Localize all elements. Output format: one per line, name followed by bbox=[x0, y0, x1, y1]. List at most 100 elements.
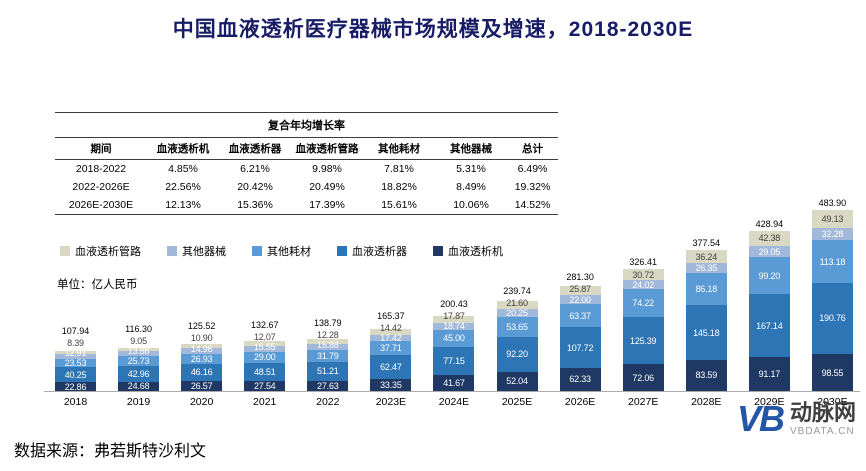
bar-column: 24.68 42.96 25.73 13.88 9.05 116.30 bbox=[107, 200, 170, 391]
bar-segment bbox=[622, 268, 664, 281]
page-title: 中国血液透析医疗器械市场规模及增速，2018-2030E bbox=[172, 18, 694, 41]
bar-segment bbox=[181, 344, 223, 349]
bar-segment bbox=[559, 327, 601, 368]
bar-column: 52.04 92.20 53.65 20.25 21.60 239.74 bbox=[486, 200, 549, 391]
bar-segment bbox=[748, 246, 790, 258]
cagr-col-header: 其他耗材 bbox=[363, 137, 435, 160]
legend-item: 血液透析管路 bbox=[60, 243, 141, 259]
legend-label: 血液透析器 bbox=[352, 246, 407, 258]
bar-segment bbox=[55, 350, 96, 354]
legend-item: 血液透析机 bbox=[433, 243, 503, 259]
bar-segment bbox=[748, 230, 790, 247]
bar-segment bbox=[118, 356, 160, 366]
bar-segment bbox=[181, 353, 223, 364]
cagr-cell: 20.42% bbox=[237, 181, 273, 193]
bar-column: 91.17 167.14 99.20 29.05 42.38 428.94 bbox=[738, 200, 801, 391]
cagr-cell: 15.61% bbox=[363, 196, 435, 215]
bar-column: 98.55 190.76 113.18 32.28 49.13 483.90 bbox=[801, 198, 864, 391]
segment-value-label: 12.07 bbox=[253, 331, 276, 342]
bar-segment bbox=[118, 381, 160, 391]
total-value-label: 281.30 bbox=[566, 272, 594, 283]
bar-column: 27.54 48.51 29.00 15.55 12.07 132.67 bbox=[233, 200, 296, 391]
bar-segment bbox=[244, 341, 286, 346]
bar-segment bbox=[622, 317, 664, 365]
x-tick-label: 2027E bbox=[628, 396, 659, 408]
legend-swatch-icon bbox=[60, 246, 70, 256]
bar-segment bbox=[118, 350, 160, 357]
bar-column: 62.33 107.72 63.37 22.00 25.87 281.30 bbox=[549, 200, 612, 391]
cagr-header-row: 期间 血液透析机 血液透析器 血液透析管路 其他耗材 其他器械 总计 bbox=[55, 137, 558, 160]
cagr-cell: 5.31% bbox=[456, 163, 486, 175]
total-value-label: 483.90 bbox=[818, 198, 847, 208]
watermark-text: 动脉网 VBDATA.CN bbox=[790, 401, 856, 437]
bar-segment bbox=[244, 362, 286, 381]
cagr-cell: 2022-2026E bbox=[72, 181, 130, 193]
legend-item: 血液透析器 bbox=[337, 243, 407, 259]
x-tick-label: 2018 bbox=[63, 396, 88, 408]
bar-segment bbox=[433, 316, 475, 323]
segment-value-label: 10.90 bbox=[190, 333, 213, 344]
total-value-label: 107.94 bbox=[61, 325, 90, 336]
bar-segment bbox=[244, 380, 286, 391]
x-tick-label: 2026E bbox=[564, 396, 596, 408]
bar-segment bbox=[55, 353, 96, 359]
bar-column: 83.59 145.18 86.18 26.35 36.24 377.54 bbox=[675, 200, 738, 391]
bar-segment bbox=[496, 337, 538, 372]
bar-segment bbox=[118, 347, 160, 351]
cagr-cell: 6.49% bbox=[517, 163, 548, 175]
bar-segment bbox=[307, 339, 349, 344]
cagr-cell: 22.56% bbox=[165, 181, 201, 193]
bar-segment bbox=[559, 295, 601, 304]
legend-label: 血液透析机 bbox=[448, 246, 503, 258]
bar-segment bbox=[811, 228, 853, 241]
bar-segment bbox=[685, 305, 727, 360]
cagr-cell: 2026E-2030E bbox=[55, 196, 147, 215]
bar-segment bbox=[118, 365, 160, 382]
legend-swatch-icon bbox=[167, 246, 177, 256]
bar-segment bbox=[748, 294, 790, 357]
chart-legend: 血液透析管路 其他器械 其他耗材 血液透析器 血液透析机 bbox=[60, 243, 503, 259]
bar-segment bbox=[811, 240, 853, 283]
bar-segment bbox=[370, 378, 412, 391]
cagr-cell: 9.98% bbox=[312, 163, 342, 175]
bar-segment bbox=[559, 367, 601, 391]
total-value-label: 200.43 bbox=[440, 299, 468, 310]
legend-swatch-icon bbox=[337, 246, 347, 256]
total-value-label: 116.30 bbox=[125, 323, 152, 334]
unit-label: 单位：亿人民币 bbox=[57, 279, 138, 291]
cagr-col-header: 其他器械 bbox=[435, 137, 507, 160]
x-tick-label: 2023E bbox=[375, 396, 407, 408]
total-value-label: 165.37 bbox=[377, 310, 405, 321]
total-value-label: 326.41 bbox=[629, 256, 657, 267]
bar-segment bbox=[685, 273, 727, 306]
bar-segment bbox=[181, 363, 223, 382]
stacked-bar-chart: 22.86 40.25 23.53 12.91 8.39 107.94 24.68 42.96… bbox=[44, 198, 864, 392]
legend-label: 其他耗材 bbox=[267, 246, 311, 258]
x-tick-label: 2019 bbox=[126, 396, 151, 408]
bar-segment bbox=[307, 361, 349, 381]
bar-segment bbox=[433, 329, 475, 347]
cagr-cell: 7.81% bbox=[384, 163, 414, 175]
cagr-cell: 18.82% bbox=[381, 181, 417, 193]
x-tick-label: 2024E bbox=[438, 396, 470, 408]
bar-segment bbox=[811, 210, 853, 229]
legend-label: 其他器械 bbox=[182, 246, 226, 258]
legend-label: 血液透析管路 bbox=[75, 246, 141, 258]
cagr-cell: 6.21% bbox=[240, 163, 270, 175]
cagr-cell: 17.39% bbox=[291, 196, 363, 215]
cagr-table-body: 2018-2022 4.85% 6.21% 9.98% 7.81% 5.31% 6.49% 2… bbox=[55, 160, 558, 215]
cagr-cell: 19.32% bbox=[514, 181, 551, 193]
cagr-cell: 4.85% bbox=[168, 163, 198, 175]
bar-segment bbox=[370, 341, 412, 356]
total-value-label: 125.52 bbox=[187, 321, 216, 332]
cagr-table-title: 复合年均增长率 bbox=[55, 112, 558, 138]
total-value-label: 377.54 bbox=[692, 237, 721, 248]
cagr-col-header: 期间 bbox=[55, 137, 147, 160]
cagr-row: 2022-2026E 22.56% 20.42% 20.49% 18.82% 8.49% 1… bbox=[55, 178, 558, 196]
cagr-cell: 8.49% bbox=[456, 181, 486, 193]
bar-segment bbox=[370, 355, 412, 379]
bar-segment bbox=[370, 329, 412, 335]
bar-segment bbox=[685, 359, 727, 391]
cagr-col-header: 总计 bbox=[507, 137, 558, 160]
bar-column: 26.57 46.16 26.93 14.96 10.90 125.52 bbox=[170, 200, 233, 391]
